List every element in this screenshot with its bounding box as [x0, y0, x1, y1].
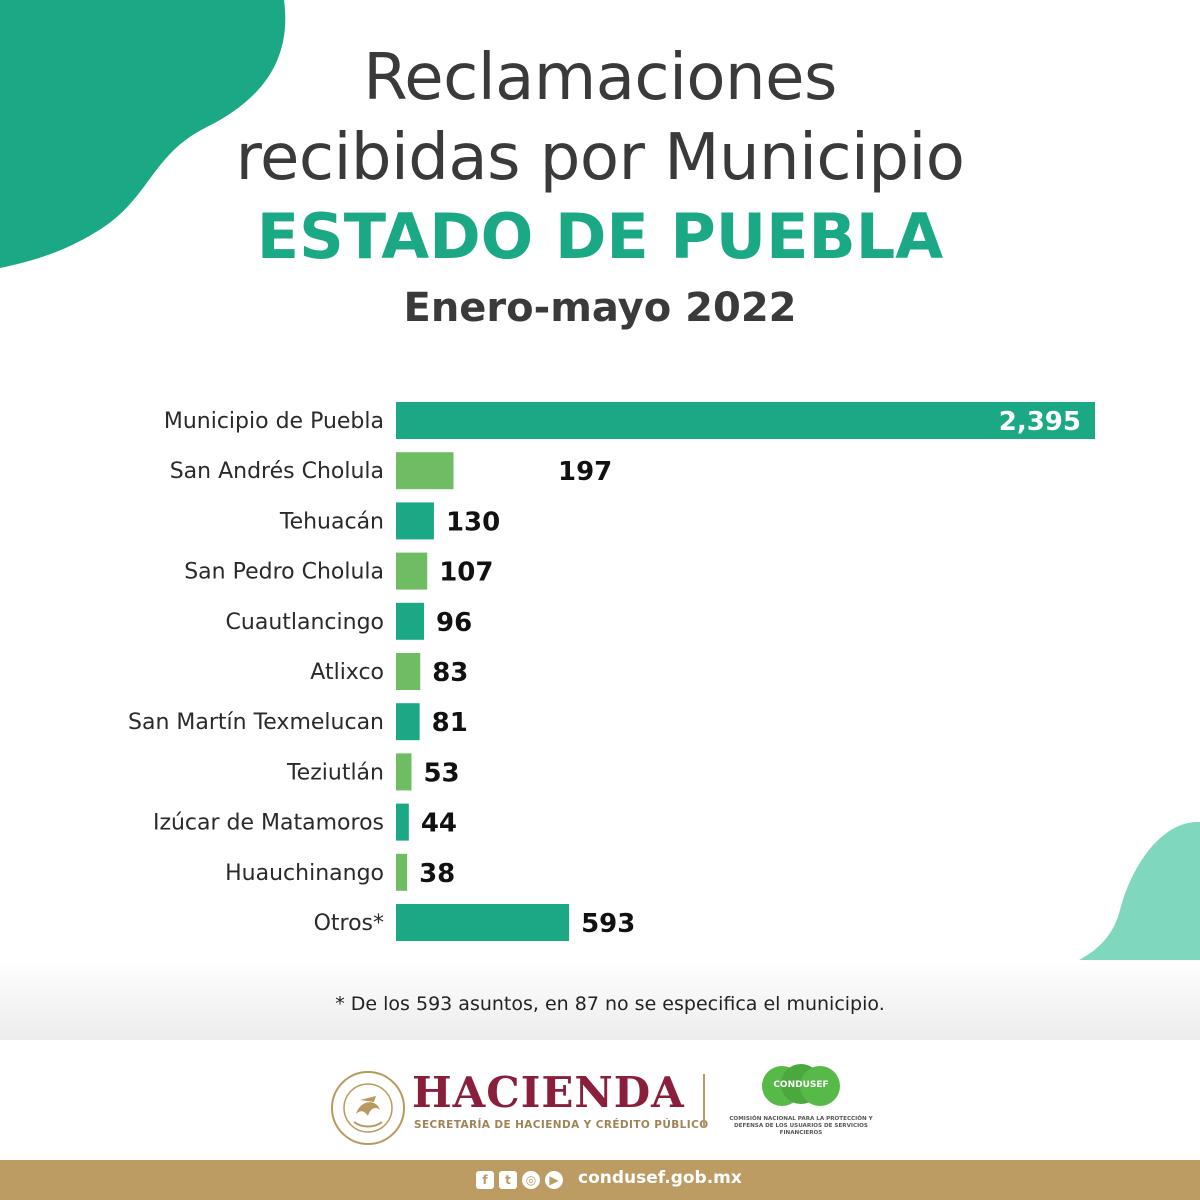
value-label: 130 — [446, 507, 500, 537]
value-label: 38 — [419, 859, 455, 889]
top-left-blob — [0, 0, 286, 268]
value-label: 2,395 — [999, 407, 1081, 437]
value-label: 197 — [558, 457, 612, 487]
bar-chart: Municipio de Puebla 2,395 San Andrés Cholu… — [128, 402, 1095, 941]
hacienda-subtitle: SECRETARÍA DE HACIENDA Y CRÉDITO PÚBLICO — [414, 1119, 709, 1131]
value-label: 83 — [432, 658, 468, 688]
bar — [396, 853, 408, 891]
title-line-2: recibidas por Municipio — [235, 121, 965, 195]
condusef-logo-text: CONDUSEF — [773, 1080, 829, 1090]
value-label: 96 — [436, 608, 472, 638]
mexico-seal-icon — [331, 1071, 405, 1145]
bar — [396, 753, 412, 791]
social-icons: f t ◎ ▶ — [476, 1171, 563, 1189]
condusef-logo-icon — [762, 1064, 840, 1106]
value-label: 44 — [421, 809, 457, 839]
value-label: 53 — [423, 758, 459, 788]
category-label: Huauchinango — [225, 861, 384, 886]
category-label: Otros* — [314, 911, 384, 936]
category-label: San Pedro Cholula — [184, 560, 384, 585]
footnote-band — [0, 960, 1200, 1040]
bar — [396, 703, 420, 741]
youtube-icon[interactable]: ▶ — [545, 1171, 563, 1189]
logo-divider — [703, 1074, 705, 1126]
category-label: Izúcar de Matamoros — [153, 811, 384, 836]
category-label: Atlixco — [310, 660, 384, 685]
value-label: 107 — [439, 558, 493, 588]
category-label: San Martín Texmelucan — [128, 710, 384, 735]
twitter-icon[interactable]: t — [499, 1171, 517, 1189]
footnote: * De los 593 asuntos, en 87 no se especi… — [335, 993, 885, 1015]
bar — [396, 904, 570, 941]
bar — [396, 452, 454, 490]
category-label: Cuautlancingo — [226, 610, 384, 635]
category-label: Tehuacán — [279, 509, 384, 534]
bar — [396, 552, 428, 590]
category-label: San Andrés Cholula — [170, 459, 384, 484]
website-link[interactable]: condusef.gob.mx — [578, 1168, 742, 1188]
title-period: Enero-mayo 2022 — [403, 285, 797, 331]
category-label: Teziutlán — [286, 760, 384, 785]
footer-logos: HACIENDA SECRETARÍA DE HACIENDA Y CRÉDIT… — [0, 1060, 1200, 1150]
value-label: 593 — [581, 909, 635, 939]
footer-panel — [0, 1040, 1200, 1160]
facebook-icon[interactable]: f — [476, 1171, 494, 1189]
bar — [396, 502, 434, 540]
hacienda-logo-text: HACIENDA — [412, 1068, 685, 1117]
title-block: Reclamaciones recibidas por Municipio ES… — [0, 38, 1200, 338]
bar — [396, 602, 425, 640]
value-label: 81 — [432, 708, 468, 738]
bar — [396, 653, 421, 690]
condusef-subtitle: COMISIÓN NACIONAL PARA LA PROTECCIÓN Y D… — [729, 1116, 873, 1136]
bar — [396, 803, 409, 841]
bottom-bar: f t ◎ ▶ condusef.gob.mx — [0, 1160, 1200, 1200]
category-label: Municipio de Puebla — [164, 409, 384, 434]
instagram-icon[interactable]: ◎ — [522, 1171, 540, 1189]
title-line-1: Reclamaciones — [363, 41, 837, 115]
title-state: ESTADO DE PUEBLA — [256, 200, 944, 273]
bar — [396, 402, 1095, 439]
